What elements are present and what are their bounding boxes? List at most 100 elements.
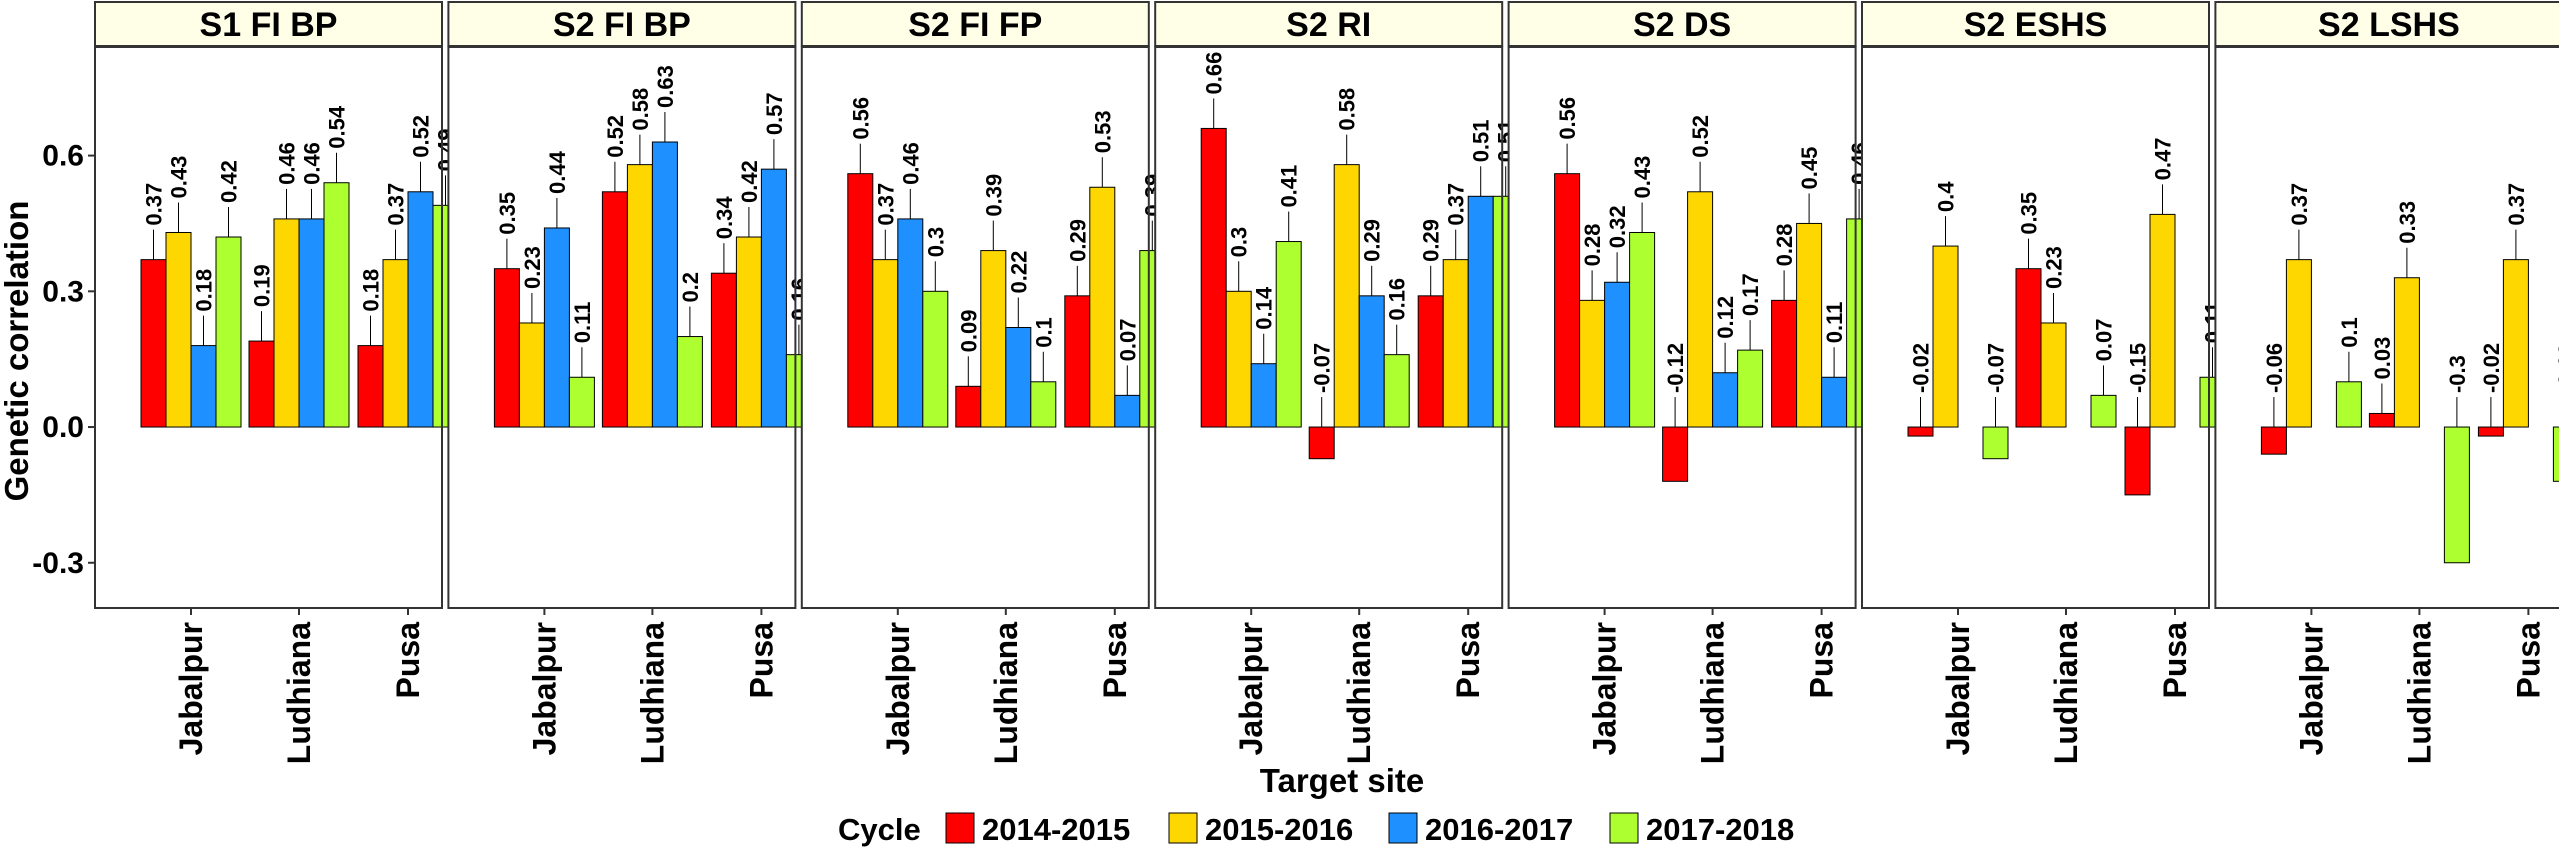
- data-label: 0.58: [628, 88, 653, 131]
- bar: [2368, 412, 2395, 428]
- data-label: -0.12: [1663, 343, 1688, 393]
- data-label: 0.51: [1469, 119, 1494, 162]
- data-label: 0.46: [300, 142, 325, 185]
- data-label: 0.28: [1772, 224, 1797, 267]
- y-tick-label: -0.3: [32, 547, 84, 580]
- facet-title: S2 RI: [1286, 6, 1371, 44]
- legend-key: [945, 812, 975, 844]
- data-label: 0.2: [678, 272, 703, 303]
- bar: [2443, 426, 2470, 564]
- legend: Cycle 2014-2015 2015-2016 2016-2017 2017-201…: [838, 812, 1794, 847]
- bar: [2335, 381, 2362, 428]
- data-label: 0.28: [1580, 224, 1605, 267]
- legend-label: 2016-2017: [1425, 812, 1573, 847]
- bar: [1907, 426, 1934, 437]
- plot-border: [800, 46, 1150, 609]
- facet-panel: S2 FI FP 0.56 0.370.46 0.3 Jabalpur 0.09 0.39 0…: [800, 1, 1166, 764]
- bar: [298, 218, 325, 428]
- x-category-label: Pusa: [2510, 622, 2546, 699]
- bar: [215, 236, 242, 428]
- bar: [518, 322, 545, 428]
- data-label: 0.37: [873, 183, 898, 226]
- facet-strip: [1507, 1, 1857, 47]
- bar: [1308, 426, 1335, 460]
- facet-strip: [1154, 1, 1504, 47]
- facet-panel: S2 ESHS -0.02 0.4 -0.07 Jabalpur 0.350.23 0.07…: [1861, 1, 2226, 764]
- bar: [760, 168, 787, 428]
- data-label: 0.52: [603, 115, 628, 158]
- data-label: 0.14: [1252, 286, 1277, 330]
- bar: [2285, 259, 2312, 428]
- y-tick-label: 0.6: [42, 140, 84, 173]
- bar: [651, 141, 678, 428]
- x-category-label: Ludhiana: [281, 622, 317, 764]
- data-label: 0.23: [520, 246, 545, 289]
- bar: [1604, 281, 1631, 428]
- bar: [2090, 394, 2117, 428]
- bar: [2552, 426, 2559, 482]
- bar: [1250, 363, 1277, 428]
- x-category-label: Pusa: [1804, 622, 1840, 699]
- legend-key: [1388, 812, 1418, 844]
- bar: [1687, 191, 1714, 428]
- legend-title: Cycle: [838, 812, 921, 847]
- bar: [2502, 259, 2529, 428]
- data-label: 0.18: [192, 269, 217, 312]
- data-label: 0.47: [2151, 138, 2176, 181]
- bar: [626, 164, 653, 428]
- x-category-label: Jabalpur: [1587, 622, 1623, 755]
- facet-panel: S1 FI BP0.370.430.180.42Jabalpur0.190.46…: [94, 1, 459, 764]
- y-axis-title: Genetic correlation: [0, 201, 35, 502]
- bar: [357, 345, 384, 428]
- plot-border: [1861, 46, 2210, 609]
- bar: [1932, 245, 1959, 428]
- facet-strip: [94, 1, 443, 47]
- data-label: 0.56: [848, 97, 873, 140]
- facet-title: S2 FI BP: [553, 6, 691, 44]
- facet-title: S2 LSHS: [2318, 6, 2460, 44]
- data-label: 0.3: [923, 227, 948, 258]
- data-label: 0.52: [1688, 115, 1713, 158]
- x-category-label: Pusa: [1097, 622, 1133, 699]
- facet-panel: S2 FI BP 0.350.23 0.44 0.11 Jabalpur 0.520.58…: [447, 1, 812, 764]
- x-category-label: Jabalpur: [173, 622, 209, 755]
- x-category-label: Pusa: [1450, 622, 1486, 699]
- x-category-label: Ludhiana: [2401, 622, 2437, 764]
- data-label: 0.22: [1006, 251, 1031, 294]
- bar: [1383, 354, 1410, 428]
- bar: [248, 340, 275, 428]
- data-label: 0.33: [2395, 201, 2420, 244]
- plot-border: [1154, 46, 1504, 609]
- bar: [710, 272, 737, 428]
- x-category-label: Pusa: [2157, 622, 2193, 699]
- x-axis-title: Target site: [1260, 762, 1424, 799]
- x-category-label: Jabalpur: [880, 622, 916, 755]
- bar: [1662, 426, 1689, 482]
- data-label: 0.46: [275, 142, 300, 185]
- x-category-label: Ludhiana: [988, 622, 1024, 764]
- bar: [1771, 299, 1798, 428]
- data-label: 0.37: [2504, 183, 2529, 226]
- bar: [676, 336, 703, 428]
- data-label: 0.37: [1444, 183, 1469, 226]
- data-label: 0.37: [2287, 183, 2312, 226]
- bar: [1114, 394, 1141, 428]
- data-label: 0.17: [1738, 273, 1763, 316]
- data-label: 0.57: [762, 92, 787, 135]
- data-label: 0.54: [325, 105, 350, 149]
- bar: [1554, 173, 1581, 428]
- x-category-label: Ludhiana: [634, 622, 670, 764]
- x-category-label: Ludhiana: [1695, 622, 1731, 764]
- data-label: 0.19: [250, 264, 275, 307]
- x-category-label: Ludhiana: [2048, 622, 2084, 764]
- bar: [980, 250, 1007, 428]
- facet-strip: [447, 1, 797, 47]
- bar: [2040, 322, 2067, 428]
- bar: [847, 173, 874, 428]
- bar: [382, 259, 409, 428]
- data-label: 0.58: [1335, 88, 1360, 131]
- data-label: 0.35: [2017, 192, 2042, 235]
- data-label: 0.34: [712, 196, 737, 240]
- y-tick-label: 0.0: [42, 411, 84, 444]
- x-category-label: Jabalpur: [526, 622, 562, 755]
